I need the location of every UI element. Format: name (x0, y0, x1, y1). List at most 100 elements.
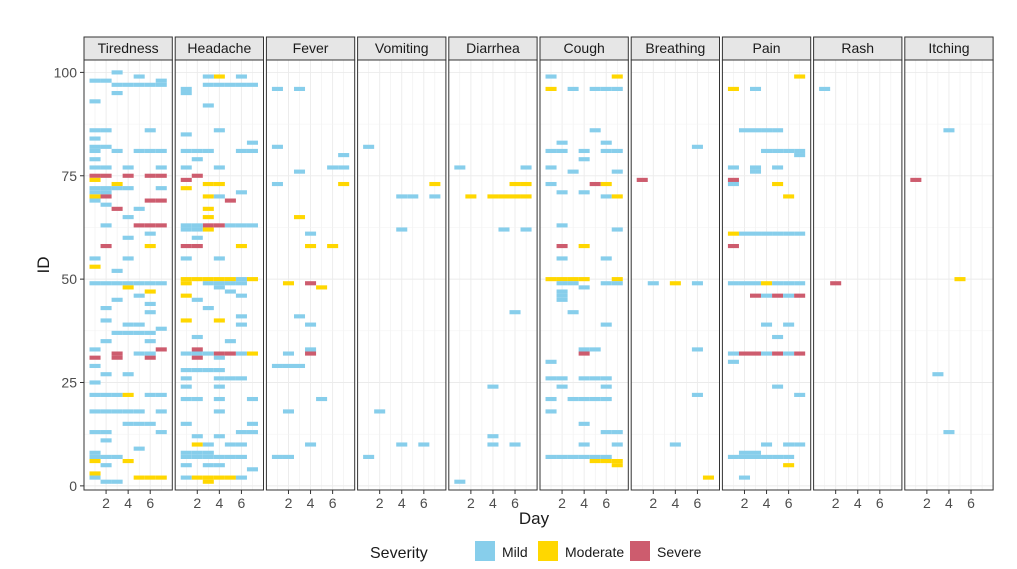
cells (363, 144, 441, 459)
cell-mild (111, 268, 123, 273)
cell-mild (213, 409, 225, 414)
x-tick-label: 6 (785, 495, 793, 511)
cell-moderate (578, 277, 590, 282)
cell-mild (271, 181, 283, 187)
cell-moderate (954, 277, 966, 282)
cell-mild (567, 169, 579, 174)
cell-severe (224, 198, 236, 203)
cell-mild (794, 442, 806, 447)
cell-mild (246, 82, 258, 87)
cell-mild (89, 430, 101, 435)
cell-moderate (246, 351, 258, 356)
cell-mild (122, 165, 134, 170)
cell-moderate (180, 318, 192, 323)
cell-moderate (155, 475, 167, 480)
x-tick-label: 2 (102, 495, 110, 511)
cell-mild (180, 91, 192, 96)
cell-mild (819, 86, 831, 91)
cell-mild (932, 372, 944, 377)
cell-mild (89, 165, 101, 170)
cell-mild (144, 339, 156, 344)
cell-mild (89, 136, 101, 141)
cell-mild (246, 223, 258, 228)
strip-label: Pain (753, 40, 781, 56)
cell-mild (282, 409, 294, 414)
cell-mild (567, 310, 579, 315)
cell-mild (89, 450, 101, 455)
cell-moderate (772, 181, 784, 187)
cell-mild (180, 165, 192, 170)
gridlines (357, 60, 446, 490)
x-tick-label: 4 (489, 495, 497, 511)
cell-moderate (727, 86, 739, 91)
cell-mild (235, 281, 247, 286)
cell-mild (111, 479, 123, 484)
cell-mild (100, 318, 112, 323)
cell-mild (691, 144, 703, 149)
cell-mild (202, 463, 214, 468)
panel-vomiting: Vomiting (357, 36, 447, 491)
cell-mild (180, 256, 192, 261)
cell-mild (509, 442, 521, 447)
cell-mild (111, 70, 123, 75)
cell-mild (122, 409, 134, 414)
cell-severe (180, 243, 192, 249)
cell-severe (305, 281, 317, 286)
cell-severe (589, 181, 601, 187)
cell-mild (316, 396, 328, 402)
cell-mild (578, 148, 590, 154)
cell-severe (202, 223, 214, 228)
cell-mild (772, 165, 784, 170)
cell-mild (100, 409, 112, 414)
cell-severe (636, 177, 648, 182)
cell-mild (293, 86, 306, 91)
cell-mild (589, 347, 601, 352)
cell-mild (133, 293, 145, 298)
cell-moderate (246, 277, 258, 282)
panel-tiredness: Tiredness (83, 36, 173, 491)
x-tick-label: 6 (967, 495, 975, 511)
cell-mild (202, 103, 214, 108)
cell-mild (224, 281, 236, 286)
cell-mild (89, 78, 101, 83)
cell-mild (727, 165, 739, 170)
cell-mild (111, 392, 123, 397)
legend-label-mild: Mild (502, 544, 528, 560)
cell-mild (761, 322, 773, 327)
cell-mild (155, 281, 167, 286)
cell-mild (246, 396, 258, 402)
cell-moderate (338, 181, 350, 187)
cell-mild (111, 82, 123, 87)
panel-pain: Pain (721, 36, 812, 491)
cell-mild (520, 227, 532, 232)
cell-mild (111, 409, 123, 414)
cell-mild (180, 421, 192, 426)
cell-severe (727, 243, 739, 249)
cell-mild (556, 190, 568, 195)
x-tick-label: 2 (193, 495, 201, 511)
cell-mild (144, 128, 156, 133)
cell-moderate (611, 277, 623, 282)
cell-moderate (611, 74, 623, 79)
cell-moderate (556, 277, 568, 282)
cell-mild (600, 281, 612, 286)
cell-mild (213, 434, 225, 439)
cell-mild (213, 463, 225, 468)
cell-mild (556, 454, 568, 459)
cell-mild (407, 194, 419, 199)
cell-mild (122, 322, 134, 327)
cell-mild (429, 194, 441, 199)
cell-mild (191, 334, 203, 340)
cell-severe (133, 223, 145, 228)
cell-mild (235, 322, 247, 327)
cell-mild (293, 314, 306, 319)
cell-mild (213, 368, 225, 373)
cell-mild (235, 351, 247, 356)
cell-mild (100, 463, 112, 468)
cell-mild (761, 148, 773, 154)
cell-mild (235, 293, 247, 298)
cell-moderate (520, 194, 532, 199)
cell-mild (556, 256, 568, 261)
cell-mild (363, 454, 375, 459)
cell-mild (89, 347, 101, 352)
